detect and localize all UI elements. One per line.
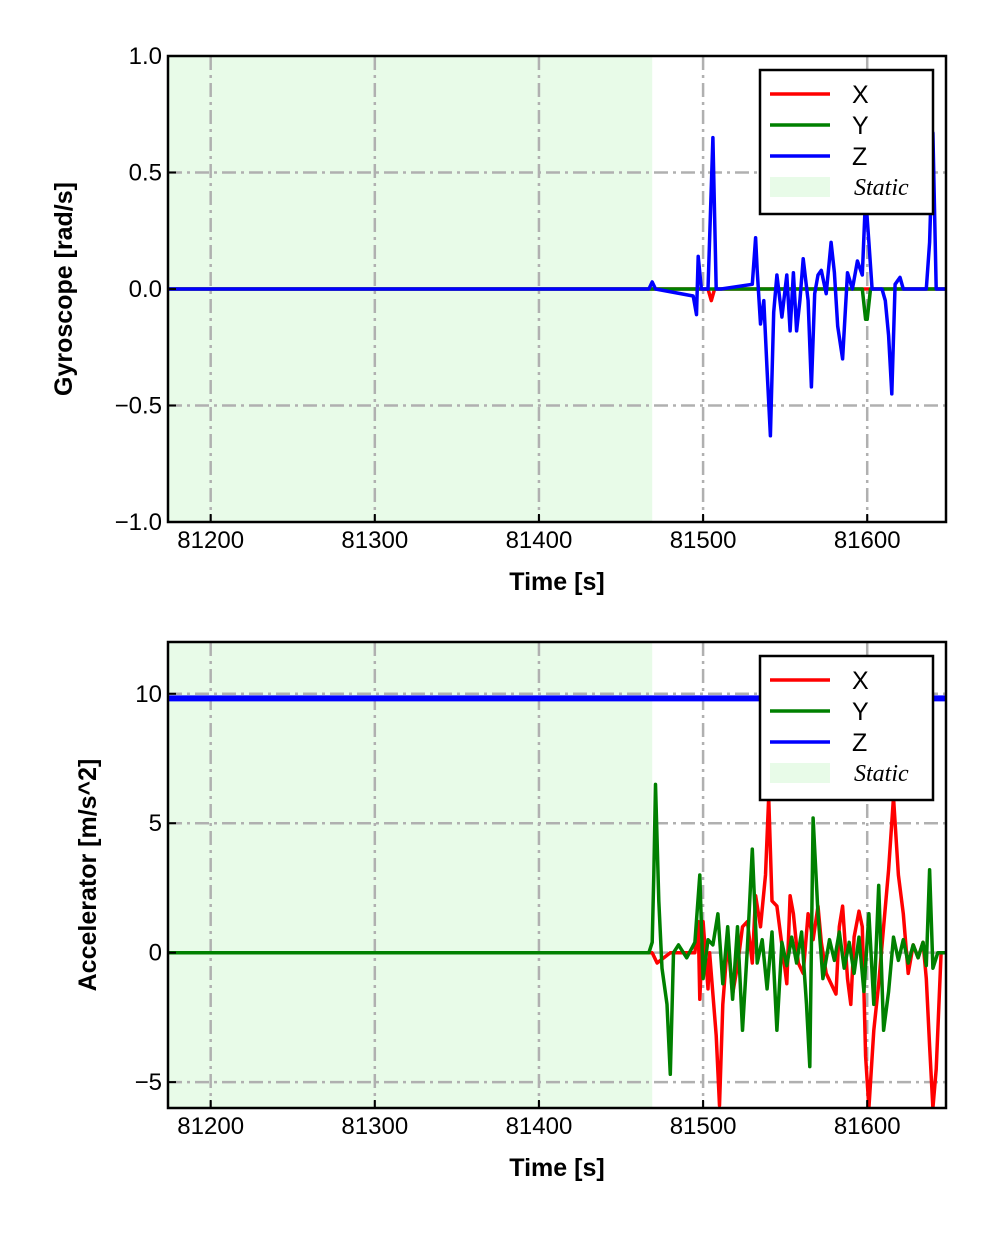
y-axis-label: Gyroscope [rad/s] bbox=[50, 182, 78, 396]
legend: XYZ Static bbox=[758, 654, 935, 802]
legend-label-x: X bbox=[852, 81, 869, 109]
y-tick-label: −1.0 bbox=[115, 509, 162, 536]
y-tick-label: 0 bbox=[149, 940, 162, 967]
y-tick-label: 10 bbox=[135, 681, 162, 708]
x-tick-label: 81600 bbox=[834, 527, 901, 554]
chart-2: 81200 81300 81400 81500 81600 −5 0 5 10 Time [s] A… bbox=[74, 640, 948, 1182]
series-line-z bbox=[168, 131, 946, 438]
x-axis-label: Time [s] bbox=[509, 568, 604, 596]
legend-label-z: Z bbox=[852, 729, 867, 757]
y-tick-label: −5 bbox=[135, 1069, 162, 1096]
x-tick-label: 81200 bbox=[177, 527, 244, 554]
y-tick-label: 1.0 bbox=[129, 43, 162, 70]
x-tick-label: 81500 bbox=[670, 527, 737, 554]
legend-label-static: Static bbox=[854, 761, 909, 787]
plot-frame bbox=[166, 640, 948, 1110]
y-tick-label: 5 bbox=[149, 810, 162, 837]
legend-swatch-static bbox=[770, 763, 830, 783]
series-line-x bbox=[168, 795, 946, 1108]
series-line-y bbox=[168, 782, 946, 1077]
legend-label-z: Z bbox=[852, 143, 867, 171]
legend-label-y: Y bbox=[852, 112, 869, 140]
y-axis-label: Accelerator [m/s^2] bbox=[74, 759, 102, 992]
legend-label-static: Static bbox=[854, 175, 909, 201]
series-line-y bbox=[168, 287, 946, 322]
legend-swatch-static bbox=[770, 177, 830, 197]
y-tick-label: 0.5 bbox=[129, 160, 162, 187]
x-axis-label: Time [s] bbox=[509, 1154, 604, 1182]
x-tick-label: 81500 bbox=[670, 1113, 737, 1140]
y-tick-label: 0.0 bbox=[129, 276, 162, 303]
static-region bbox=[168, 642, 653, 1108]
x-tick-label: 81400 bbox=[506, 1113, 573, 1140]
legend-label-x: X bbox=[852, 667, 869, 695]
legend: XYZ Static bbox=[758, 68, 935, 216]
x-tick-label: 81400 bbox=[506, 527, 573, 554]
legend-label-y: Y bbox=[852, 698, 869, 726]
chart-1: 81200 81300 81400 81500 81600 −1.0 −0.5 0.0 0.5 1… bbox=[50, 43, 948, 596]
x-tick-label: 81600 bbox=[834, 1113, 901, 1140]
x-tick-label: 81200 bbox=[177, 1113, 244, 1140]
series-group bbox=[168, 131, 946, 438]
x-tick-label: 81300 bbox=[341, 1113, 408, 1140]
x-tick-label: 81300 bbox=[341, 527, 408, 554]
y-tick-label: −0.5 bbox=[115, 393, 162, 420]
